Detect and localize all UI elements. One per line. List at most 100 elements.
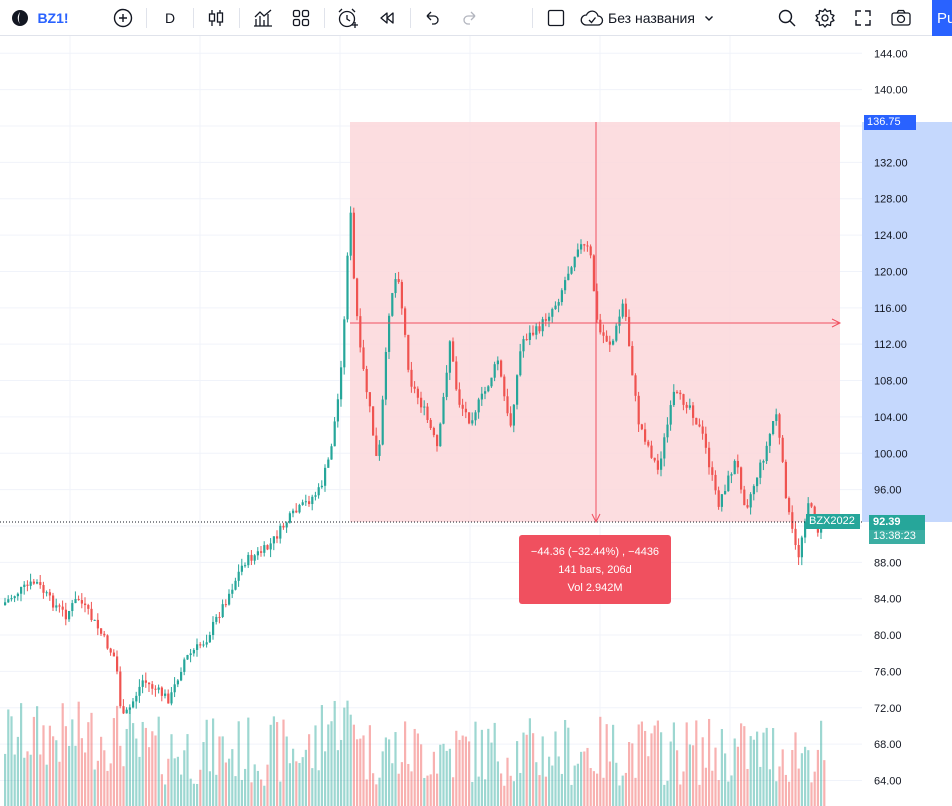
volume-bar: [768, 769, 771, 806]
candle-body: [573, 256, 576, 268]
volume-bar: [708, 718, 711, 806]
volume-bar: [90, 712, 93, 806]
indicators-icon[interactable]: [250, 4, 276, 32]
volume-bar: [272, 716, 275, 806]
candle-body: [669, 405, 672, 425]
redo-icon[interactable]: [458, 4, 482, 32]
volume-bar: [116, 705, 119, 806]
volume-bar: [602, 777, 605, 806]
candle-body: [663, 437, 666, 459]
volume-bar: [608, 761, 611, 806]
volume-bar: [301, 757, 304, 806]
volume-bar: [359, 738, 362, 806]
candle-body: [701, 426, 704, 434]
volume-bar: [218, 736, 221, 806]
candle-body: [768, 434, 771, 446]
candle-body: [58, 605, 61, 607]
candle-body: [263, 545, 266, 553]
candle-body: [640, 424, 643, 430]
candle-body: [256, 551, 259, 556]
fullscreen-icon[interactable]: [850, 4, 876, 32]
measure-bars: 141 bars, 206d: [558, 563, 632, 576]
candle-body: [541, 319, 544, 332]
volume-bar: [36, 706, 39, 806]
candle-body: [717, 490, 720, 507]
candle-body: [218, 616, 221, 618]
volume-bar: [672, 722, 675, 806]
alert-icon[interactable]: [334, 4, 362, 32]
gear-icon[interactable]: [812, 4, 838, 32]
candle-body: [576, 249, 579, 257]
volume-bar: [458, 739, 461, 806]
volume-bar: [541, 736, 544, 806]
candle-body: [352, 212, 355, 279]
volume-bar: [551, 765, 554, 806]
layouts-icon[interactable]: [288, 4, 314, 32]
candle-body: [666, 424, 669, 438]
add-symbol-icon[interactable]: [110, 4, 136, 32]
candle-body: [135, 695, 138, 702]
price-tick-label: 124.00: [874, 230, 908, 242]
volume-bar: [512, 781, 515, 806]
candle-body: [68, 611, 71, 620]
volume-bar: [621, 775, 624, 806]
volume-bar: [205, 719, 208, 806]
volume-bar: [228, 758, 231, 806]
candle-body: [237, 571, 240, 581]
candle-body: [173, 684, 176, 693]
volume-bar: [132, 723, 135, 806]
search-icon[interactable]: [774, 4, 800, 32]
candle-body: [48, 592, 51, 596]
price-chart[interactable]: 144.00140.00136.00132.00128.00124.00120.…: [0, 36, 952, 806]
volume-bar: [714, 747, 717, 806]
candle-body: [365, 369, 368, 393]
candle-body: [74, 599, 77, 604]
volume-bar: [77, 701, 80, 806]
candle-body: [285, 522, 288, 528]
volume-bar: [452, 777, 455, 806]
candles-style-icon[interactable]: [204, 4, 228, 32]
volume-bar: [682, 771, 685, 806]
candle-body: [260, 551, 263, 553]
volume-bar: [183, 750, 186, 806]
candle-body: [234, 580, 237, 590]
replay-icon[interactable]: [374, 4, 400, 32]
candle-body: [589, 246, 592, 256]
candle-body: [487, 386, 490, 392]
volume-bar: [765, 727, 768, 806]
candle-body: [180, 671, 183, 681]
candle-body: [749, 494, 752, 508]
candle-body: [295, 510, 298, 513]
date-price-range-box[interactable]: [350, 122, 840, 522]
layout-name-button[interactable]: Без названия: [580, 4, 720, 32]
candle-body: [596, 291, 599, 320]
price-tick-label: 128.00: [874, 194, 908, 206]
camera-icon[interactable]: [887, 4, 915, 32]
volume-bar: [496, 761, 499, 806]
candle-body: [228, 593, 231, 605]
candle-body: [548, 316, 551, 321]
symbol-search-button[interactable]: BZ1!: [36, 4, 70, 32]
price-tick-label: 144.00: [874, 48, 908, 60]
volume-bar: [557, 756, 560, 806]
volume-bar: [128, 707, 131, 806]
publish-button[interactable]: Pu: [932, 0, 952, 36]
rectangle-icon[interactable]: [544, 4, 568, 32]
candle-body: [461, 404, 464, 409]
candle-body: [71, 603, 74, 612]
undo-icon[interactable]: [420, 4, 444, 32]
candle-body: [96, 619, 99, 629]
volume-bar: [167, 758, 170, 806]
volume-bar: [292, 748, 295, 806]
logo-circle-icon[interactable]: [8, 4, 32, 32]
candle-body: [698, 424, 701, 427]
volume-bar: [23, 757, 26, 806]
candle-body: [612, 340, 615, 345]
volume-bar: [180, 774, 183, 806]
candle-body: [512, 404, 515, 426]
top-toolbar: BZ1! D Без названия: [0, 0, 952, 36]
candle-body: [212, 621, 215, 636]
volume-bar: [471, 781, 474, 806]
interval-button[interactable]: D: [158, 4, 182, 32]
candle-body: [7, 599, 10, 603]
